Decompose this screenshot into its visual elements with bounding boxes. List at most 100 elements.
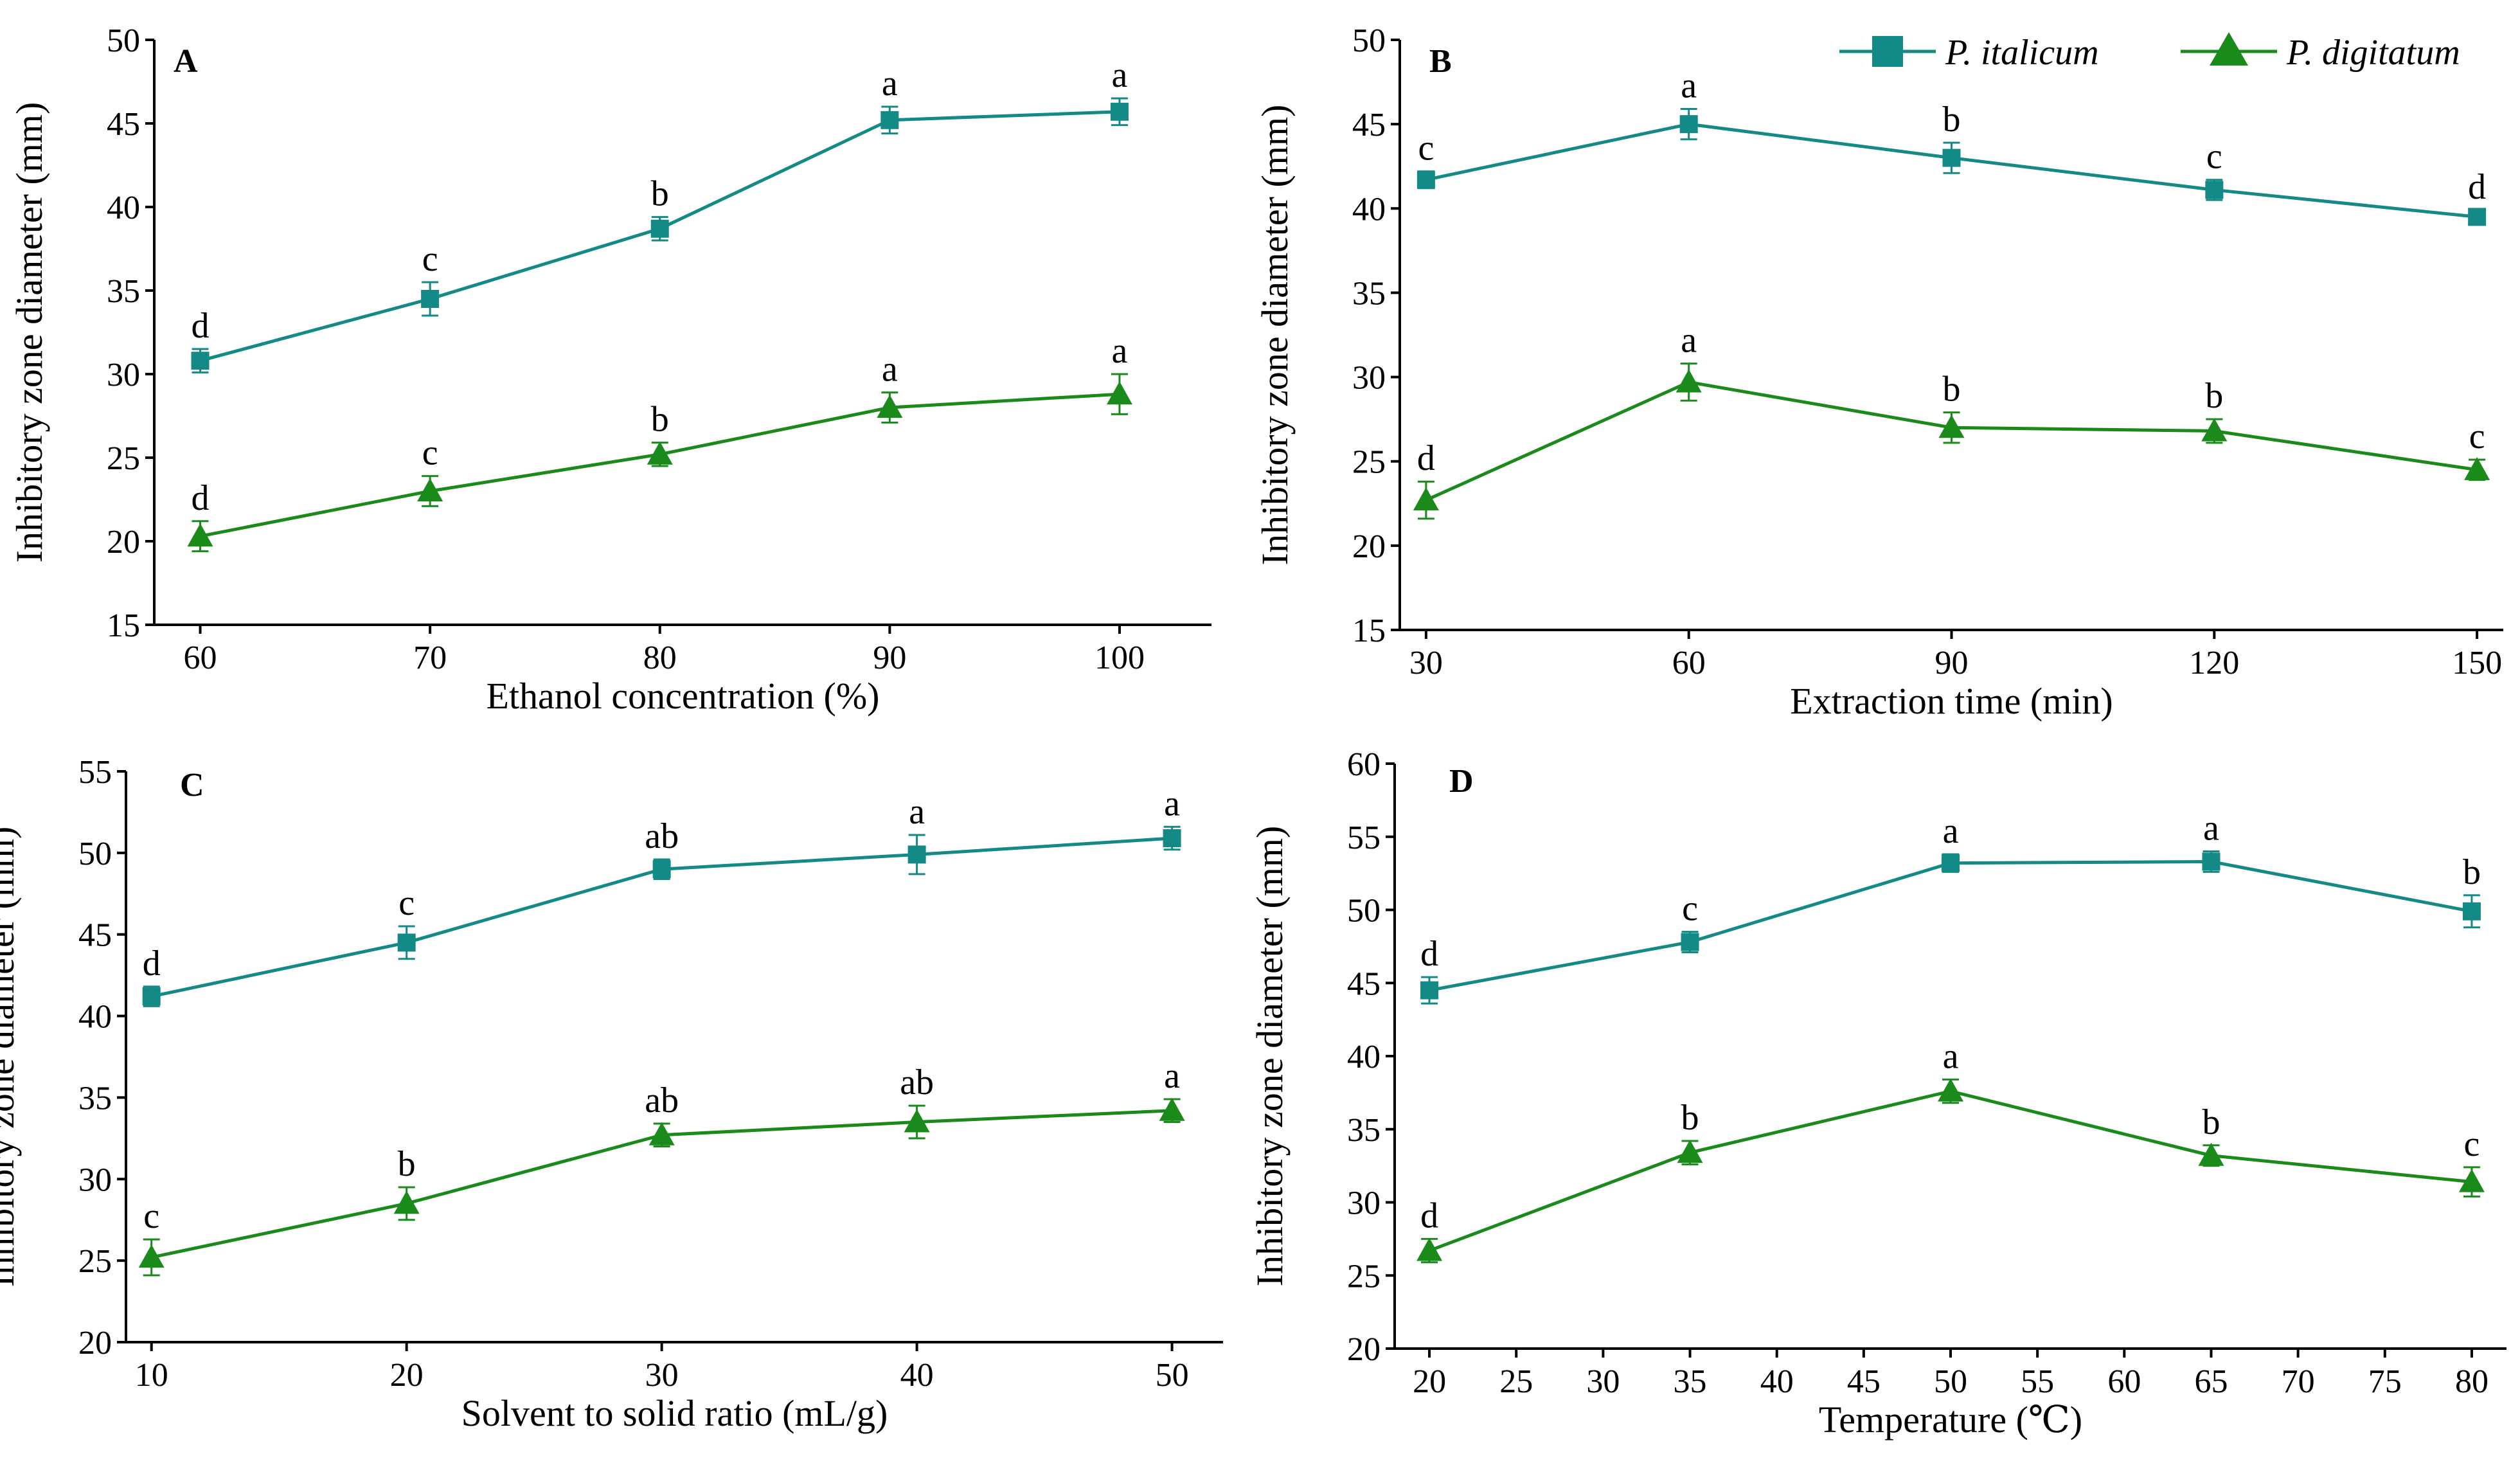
y-tick-label: 45: [107, 106, 140, 143]
significance-label: b: [651, 400, 669, 440]
significance-label: d: [1417, 438, 1435, 478]
y-tick-label: 35: [1347, 1112, 1381, 1149]
significance-label: b: [1943, 370, 1961, 409]
data-point: [1679, 115, 1698, 134]
significance-label: a: [1112, 55, 1128, 95]
data-point: [187, 523, 213, 547]
data-point: [1681, 933, 1699, 951]
data-point: [393, 1190, 420, 1214]
x-tick-label: 90: [1935, 645, 1969, 681]
y-tick-label: 40: [1352, 191, 1386, 228]
significance-label: b: [398, 1144, 416, 1184]
legend-item-p-digitatum: P. digitatum: [2181, 32, 2460, 73]
significance-label: d: [192, 478, 210, 518]
x-tick-label: 90: [873, 640, 906, 676]
x-tick-label: 150: [2452, 645, 2502, 681]
data-point: [1159, 1097, 1185, 1121]
x-tick-label: 70: [413, 640, 447, 676]
x-tick-label: 65: [2194, 1363, 2228, 1400]
y-tick-label: 25: [1347, 1258, 1381, 1295]
y-tick-label: 30: [78, 1162, 112, 1198]
y-tick-label: 50: [1347, 893, 1381, 929]
x-tick-label: 60: [2107, 1363, 2141, 1400]
data-point: [1416, 170, 1435, 189]
x-tick-label: 55: [2021, 1363, 2054, 1400]
x-tick-label: 60: [184, 640, 217, 676]
data-point: [1942, 148, 1961, 167]
panel-letter: C: [180, 767, 204, 803]
data-point: [877, 395, 903, 418]
y-tick-label: 30: [1347, 1185, 1381, 1222]
data-point: [880, 111, 899, 129]
significance-label: ab: [645, 1081, 679, 1120]
significance-label: b: [651, 174, 669, 214]
x-tick-label: 50: [1156, 1357, 1189, 1394]
y-tick-label: 30: [1352, 360, 1386, 397]
data-point: [1416, 1237, 1443, 1261]
significance-label: c: [2206, 137, 2222, 177]
significance-label: c: [143, 1196, 159, 1236]
y-tick-label: 40: [78, 999, 112, 1036]
x-axis-title: Extraction time (min): [1790, 680, 2113, 722]
y-tick-label: 50: [78, 836, 112, 872]
significance-label: a: [1943, 811, 1959, 851]
x-tick-label: 40: [900, 1357, 934, 1394]
data-point: [647, 441, 673, 465]
data-point: [1420, 981, 1439, 1000]
x-axis-title: Temperature (℃): [1819, 1399, 2082, 1441]
significance-label: b: [1943, 100, 1961, 139]
y-tick-label: 55: [78, 754, 112, 791]
x-tick-label: 45: [1847, 1363, 1881, 1400]
data-point: [2201, 418, 2228, 442]
y-tick-label: 35: [107, 273, 140, 310]
legend-item-p-italicum: P. italicum: [1839, 33, 2099, 73]
significance-label: d: [1420, 1196, 1438, 1235]
y-tick-label: 40: [1347, 1039, 1381, 1075]
panel-letter: B: [1429, 43, 1452, 80]
significance-label: a: [1681, 321, 1697, 361]
significance-label: c: [398, 883, 415, 923]
y-tick-label: 60: [1347, 746, 1381, 783]
significance-label: c: [2464, 1124, 2480, 1164]
significance-label: c: [1418, 129, 1434, 168]
x-tick-label: 25: [1499, 1363, 1533, 1400]
series-p-italicum: d c ab a a: [143, 784, 1181, 1007]
y-tick-label: 45: [1347, 965, 1381, 1002]
x-tick-label: 100: [1095, 640, 1145, 676]
x-tick-label: 30: [645, 1357, 679, 1394]
y-tick-label: 30: [107, 357, 140, 393]
data-point: [907, 845, 926, 864]
significance-label: c: [422, 239, 438, 279]
y-axis-title: Inhibitory zone diameter (mm): [1254, 105, 1296, 566]
data-point: [1677, 1140, 1703, 1163]
y-tick-label: 20: [1352, 528, 1386, 565]
significance-label: a: [1164, 1056, 1180, 1096]
y-axis-title: Inhibitory zone diameter (mm): [1249, 826, 1291, 1287]
data-point: [652, 860, 671, 879]
significance-label: c: [1682, 889, 1698, 929]
y-axis-title: Inhibitory zone diameter (mm): [0, 827, 22, 1288]
significance-label: d: [192, 306, 210, 346]
panel-letter: D: [1449, 763, 1474, 800]
series-p-italicum: d c b a a: [191, 55, 1129, 373]
x-axis-title: Ethanol concentration (%): [487, 675, 880, 717]
y-tick-label: 20: [107, 524, 140, 561]
significance-label: d: [1420, 934, 1438, 974]
significance-label: b: [2202, 1102, 2220, 1142]
y-tick-label: 15: [1352, 613, 1386, 649]
panel-d: 20 25 30 35 40 45 50 55 60 20 25 30 35 40 45 50 55 60 65 70…: [1249, 746, 2507, 1441]
data-point: [1106, 381, 1132, 405]
x-tick-label: 80: [643, 640, 677, 676]
x-tick-label: 35: [1674, 1363, 1707, 1400]
significance-label: a: [1943, 1036, 1959, 1076]
legend-triangle-marker: [2210, 32, 2248, 66]
y-tick-label: 35: [1352, 275, 1386, 312]
y-tick-label: 55: [1347, 820, 1381, 856]
panel-b: 15 20 25 30 35 40 45 50 30 60 90 120 150 Extraction t…: [1254, 22, 2503, 722]
data-point: [2198, 1142, 2224, 1166]
significance-label: ab: [900, 1063, 934, 1102]
data-point: [648, 1122, 675, 1145]
x-tick-label: 50: [1934, 1363, 1967, 1400]
data-point: [2458, 1169, 2485, 1192]
y-tick-label: 35: [78, 1080, 112, 1117]
